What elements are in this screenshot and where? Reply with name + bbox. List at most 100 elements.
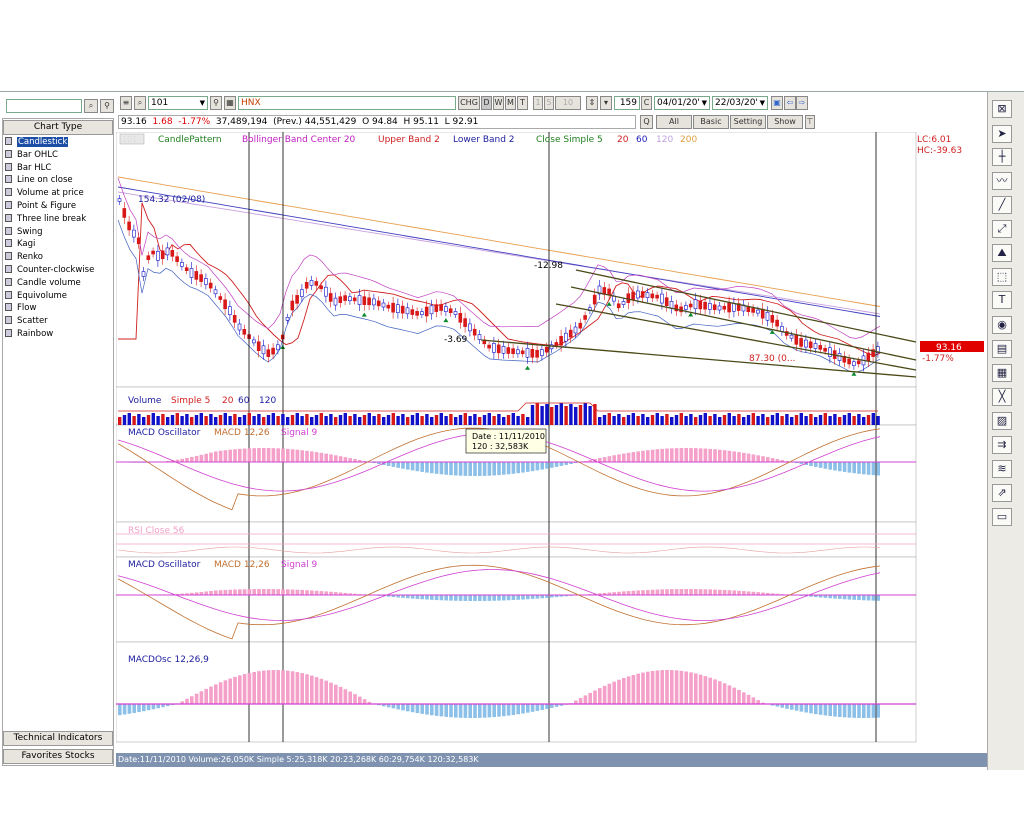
chart-type-label: Candlestick — [17, 137, 69, 147]
macdosc-bar — [502, 704, 506, 717]
period-tick-button[interactable]: T — [517, 96, 528, 110]
chart-type-item[interactable]: Candlestick — [5, 136, 69, 148]
draw-tool-icon[interactable]: ╱ — [992, 196, 1012, 214]
chart-type-item[interactable]: Renko — [5, 251, 43, 263]
period-month-button[interactable]: M — [505, 96, 516, 110]
q-button[interactable]: Q — [640, 115, 653, 129]
chart-type-item[interactable]: Swing — [5, 226, 43, 238]
draw-tool-icon[interactable]: ╳ — [992, 388, 1012, 406]
chart-type-item[interactable]: Three line break — [5, 213, 86, 225]
volume-bar — [458, 415, 463, 425]
macdosc-bar — [324, 680, 328, 704]
chart-type-item[interactable]: Volume at price — [5, 187, 84, 199]
date-to-input[interactable]: 22/03/20' ▼ — [712, 96, 768, 110]
exchange-field[interactable]: HNX — [238, 96, 456, 110]
chart-type-item[interactable]: Scatter — [5, 315, 48, 327]
symbol-select[interactable]: 101 ▼ — [148, 96, 208, 110]
chart-type-item[interactable]: Flow — [5, 302, 36, 314]
zoom-icon[interactable]: ⚲ — [100, 99, 114, 113]
quote-last: 93.16 — [121, 117, 147, 127]
period-day-button[interactable]: D — [481, 96, 492, 110]
pin-icon[interactable]: ⊤ — [805, 115, 815, 129]
bars-count[interactable]: ▾ — [600, 96, 612, 110]
filter-basic-button[interactable]: Basic — [693, 115, 729, 129]
spin-icon[interactable]: ⇕ — [586, 96, 598, 110]
c-button[interactable]: C — [641, 96, 652, 110]
date-from-input[interactable]: 04/01/20' ▼ — [654, 96, 710, 110]
period-week-button[interactable]: W — [493, 96, 504, 110]
draw-tool-icon[interactable]: ┼ — [992, 148, 1012, 166]
filter-show-button[interactable]: Show — [767, 115, 803, 129]
chart-area[interactable]: 101 CandlePattern Bollinger Band Center 20… — [116, 132, 987, 754]
draw-tool-icon[interactable]: T — [992, 291, 1012, 309]
macdosc-bar — [190, 696, 194, 704]
macd-histogram-bar — [262, 589, 266, 595]
draw-tool-icon[interactable]: ◉ — [992, 316, 1012, 334]
macdosc-bar — [761, 702, 765, 704]
back-arrow-icon[interactable]: ⇦ — [784, 96, 796, 110]
volume-bar — [574, 407, 578, 425]
bars-count-input[interactable]: 159 — [614, 96, 640, 110]
draw-tool-icon[interactable]: ⤢ — [992, 220, 1012, 238]
candle — [444, 306, 448, 312]
forward-arrow-icon[interactable]: ⇨ — [796, 96, 808, 110]
draw-tool-icon[interactable]: ≋ — [992, 460, 1012, 478]
draw-tool-icon[interactable]: ⬚ — [992, 268, 1012, 286]
search-input[interactable] — [6, 99, 82, 113]
interval-10-button[interactable]: 10 — [555, 96, 581, 110]
chart-type-item[interactable]: Bar OHLC — [5, 149, 58, 161]
signal-line — [117, 569, 881, 621]
technical-indicators-button[interactable]: Technical Indicators — [3, 731, 113, 746]
macd-histogram-bar — [722, 450, 727, 462]
macd-histogram-bar — [324, 453, 328, 462]
chart-type-item[interactable]: Equivolume — [5, 290, 67, 302]
chart-type-item[interactable]: Candle volume — [5, 277, 81, 289]
chart-type-header[interactable]: Chart Type — [3, 120, 113, 135]
macd-histogram-bar — [430, 595, 434, 600]
find-icon[interactable]: ⌕ — [134, 96, 146, 110]
volume-bar — [209, 414, 213, 425]
chart-type-item[interactable]: Rainbow — [5, 328, 53, 340]
macd-histogram-bar — [214, 451, 218, 462]
volume-bar — [410, 415, 415, 425]
chart-type-item[interactable]: Line on close — [5, 174, 73, 186]
draw-tool-icon[interactable]: ⇗ — [992, 484, 1012, 502]
macd-histogram-bar — [670, 589, 674, 595]
candle — [573, 326, 578, 334]
chart-type-item[interactable]: Bar HLC — [5, 162, 51, 174]
chart-type-label: Equivolume — [17, 290, 68, 301]
interval-5-button[interactable]: 5 — [544, 96, 554, 110]
lookup-icon[interactable]: ⚲ — [210, 96, 222, 110]
menu-icon[interactable]: ≡ — [120, 96, 132, 110]
grid-icon[interactable]: ▦ — [224, 96, 236, 110]
draw-tool-icon[interactable]: ▤ — [992, 340, 1012, 358]
draw-tool-icon[interactable]: ⇉ — [992, 436, 1012, 454]
draw-tool-icon[interactable]: ➤ — [992, 125, 1012, 143]
chg-button[interactable]: CHG — [458, 96, 480, 110]
chevron-down-icon[interactable]: ▼ — [759, 99, 765, 107]
chevron-down-icon[interactable]: ▼ — [199, 99, 205, 107]
macdosc-bar — [257, 671, 261, 704]
candle — [453, 311, 458, 315]
chart-type-item[interactable]: Kagi — [5, 238, 35, 250]
chart-view-icon[interactable]: ▣ — [771, 96, 783, 110]
chevron-down-icon[interactable]: ▼ — [701, 99, 707, 107]
filter-all-button[interactable]: All — [656, 115, 692, 129]
draw-tool-icon[interactable]: ▭ — [992, 508, 1012, 526]
filter-setting-button[interactable]: Setting — [730, 115, 766, 129]
draw-tool-icon[interactable]: ⊠ — [992, 100, 1012, 118]
chart-type-item[interactable]: Point & Figure — [5, 200, 76, 212]
interval-1-button[interactable]: 1 — [533, 96, 543, 110]
favorites-stocks-button[interactable]: Favorites Stocks — [3, 749, 113, 764]
macd-histogram-bar — [550, 595, 554, 598]
macd-histogram-bar — [631, 590, 636, 595]
volume-bar — [847, 413, 851, 425]
draw-tool-icon[interactable]: ⛰ — [992, 244, 1012, 262]
draw-tool-icon[interactable]: 〰 — [992, 172, 1012, 190]
search-icon[interactable]: ⌕ — [84, 99, 98, 113]
draw-tool-icon[interactable]: ▨ — [992, 412, 1012, 430]
draw-tool-icon[interactable]: ▦ — [992, 364, 1012, 382]
chart-type-item[interactable]: Counter-clockwise — [5, 264, 94, 276]
legend-ma-20: 20 — [617, 135, 629, 145]
macd-histogram-bar — [377, 462, 381, 465]
